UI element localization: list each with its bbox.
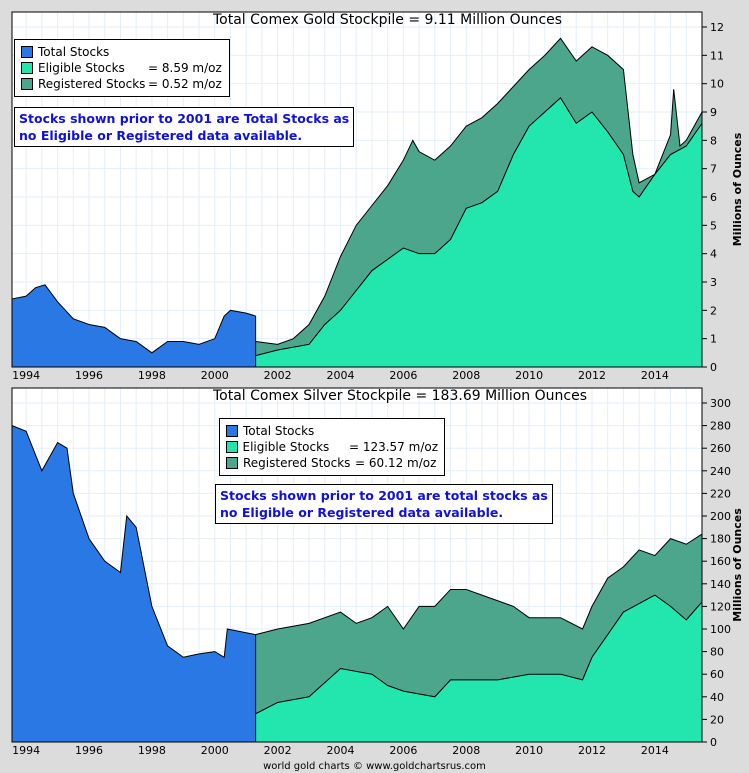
silver-y-tick-label: 300	[710, 397, 731, 410]
total-swatch	[21, 46, 33, 58]
silver-y-tick-label: 80	[710, 646, 724, 659]
gold-total-stocks-area	[12, 284, 256, 367]
gold-legend: Total Stocks Eligible Stocks = 8.59 m/oz …	[14, 39, 230, 97]
gold-x-tick-label: 2004	[326, 369, 354, 382]
silver-y-tick-label: 180	[710, 533, 731, 546]
gold-x-tick-label: 1994	[12, 369, 40, 382]
silver-y-tick-label: 60	[710, 668, 724, 681]
silver-x-tick-label: 1998	[138, 744, 166, 757]
silver-plot-border	[11, 387, 703, 743]
silver-x-tick-label: 2008	[452, 744, 480, 757]
note-line: no Eligible or Registered data available…	[19, 128, 303, 143]
gold-plot-border	[11, 11, 703, 368]
gold-y-axis-label: Millions of Ounces	[731, 132, 744, 246]
silver-y-tick-label: 260	[710, 442, 731, 455]
gold-y-tick-label: 5	[710, 219, 717, 232]
silver-x-tick-label: 2006	[389, 744, 417, 757]
gold-y-tick-label: 0	[710, 361, 717, 374]
legend-label: Eligible Stocks	[242, 440, 330, 454]
gold-x-tick-label: 2010	[515, 369, 543, 382]
gold-note: Stocks shown prior to 2001 are Total Sto…	[14, 107, 355, 147]
silver-x-tick-label: 1994	[12, 744, 40, 757]
silver-total-stocks-area-line	[11, 425, 256, 659]
footer-credit: world gold charts © www.goldchartsrus.co…	[263, 761, 486, 772]
gold-x-tick-label: 2006	[389, 369, 417, 382]
gold-x-tick-label: 2014	[641, 369, 669, 382]
silver-registered-stocks-area-line	[255, 533, 703, 636]
legend-value: = 60.12 m/oz	[355, 456, 437, 470]
silver-note: Stocks shown prior to 2001 are total sto…	[215, 484, 553, 524]
gold-y-tick-label: 1	[710, 333, 717, 346]
silver-y-tick-label: 220	[710, 487, 731, 500]
registered-swatch	[226, 457, 238, 469]
gold-x-tick-label: 2008	[452, 369, 480, 382]
gold-x-tick-label: 1996	[75, 369, 103, 382]
silver-x-tick-label: 2014	[641, 744, 669, 757]
silver-y-tick-label: 280	[710, 420, 731, 433]
gold-registered-stocks-area-line	[255, 37, 703, 345]
gold-y-tick-label: 7	[710, 163, 717, 176]
gold-x-tick-label: 1998	[138, 369, 166, 382]
silver-y-tick-label: 20	[710, 713, 724, 726]
legend-label: Total Stocks	[243, 424, 315, 438]
silver-x-tick-label: 1996	[75, 744, 103, 757]
silver-y-axis-label: Millions of Ounces	[731, 508, 744, 622]
legend-label: Eligible Stocks	[38, 61, 125, 75]
legend-label: Registered Stocks	[38, 77, 146, 91]
silver-y-tick-label: 100	[710, 623, 731, 636]
gold-y-tick-label: 10	[710, 78, 724, 91]
legend-label: Registered Stocks	[243, 456, 351, 470]
silver-y-tick-label: 200	[710, 510, 731, 523]
note-line: Stocks shown prior to 2001 are Total Sto…	[19, 111, 350, 126]
gold-total-stocks-area-line	[11, 284, 256, 354]
gold-y-tick-label: 3	[710, 276, 717, 289]
silver-y-tick-label: 0	[710, 736, 717, 749]
silver-legend: Total Stocks Eligible Stocks = 123.57 m/o…	[219, 418, 445, 476]
silver-x-tick-label: 2012	[578, 744, 606, 757]
silver-x-tick-label: 2000	[201, 744, 229, 757]
gold-eligible-stocks-area-line	[255, 97, 703, 357]
silver-y-tick-label: 240	[710, 465, 731, 478]
legend-value: = 0.52 m/oz	[148, 77, 222, 91]
silver-y-tick-label: 160	[710, 555, 731, 568]
gold-x-tick-label: 2002	[264, 369, 292, 382]
note-line: no Eligible or Registered data available…	[220, 505, 504, 520]
total-swatch	[226, 425, 238, 437]
silver-eligible-stocks-area	[255, 595, 702, 742]
gold-y-tick-label: 2	[710, 304, 717, 317]
silver-total-stocks-area	[12, 425, 256, 742]
gold-x-tick-label: 2000	[201, 369, 229, 382]
silver-x-tick-label: 2002	[264, 744, 292, 757]
gold-y-tick-label: 6	[710, 191, 717, 204]
legend-value: = 8.59 m/oz	[148, 61, 222, 75]
gold-y-tick-label: 8	[710, 134, 717, 147]
eligible-swatch	[21, 62, 33, 74]
silver-y-tick-label: 120	[710, 600, 731, 613]
gold-y-tick-label: 11	[710, 49, 724, 62]
silver-x-tick-label: 2004	[326, 744, 354, 757]
silver-y-tick-label: 140	[710, 578, 731, 591]
gold-y-tick-label: 12	[710, 21, 724, 34]
gold-chart-title: Total Comex Gold Stockpile = 9.11 Millio…	[213, 12, 563, 28]
silver-eligible-stocks-area-line	[255, 594, 703, 715]
gold-y-tick-label: 9	[710, 106, 717, 119]
silver-y-tick-label: 40	[710, 691, 724, 704]
legend-value: = 123.57 m/oz	[348, 440, 438, 454]
legend-label: Total Stocks	[38, 45, 110, 59]
eligible-swatch	[226, 441, 238, 453]
gold-eligible-stocks-area	[255, 97, 702, 367]
silver-x-tick-label: 2010	[515, 744, 543, 757]
silver-chart-title: Total Comex Silver Stockpile = 183.69 Mi…	[213, 388, 587, 404]
gold-x-tick-label: 2012	[578, 369, 606, 382]
gold-y-tick-label: 4	[710, 248, 717, 261]
registered-swatch	[21, 78, 33, 90]
note-line: Stocks shown prior to 2001 are total sto…	[220, 488, 548, 503]
